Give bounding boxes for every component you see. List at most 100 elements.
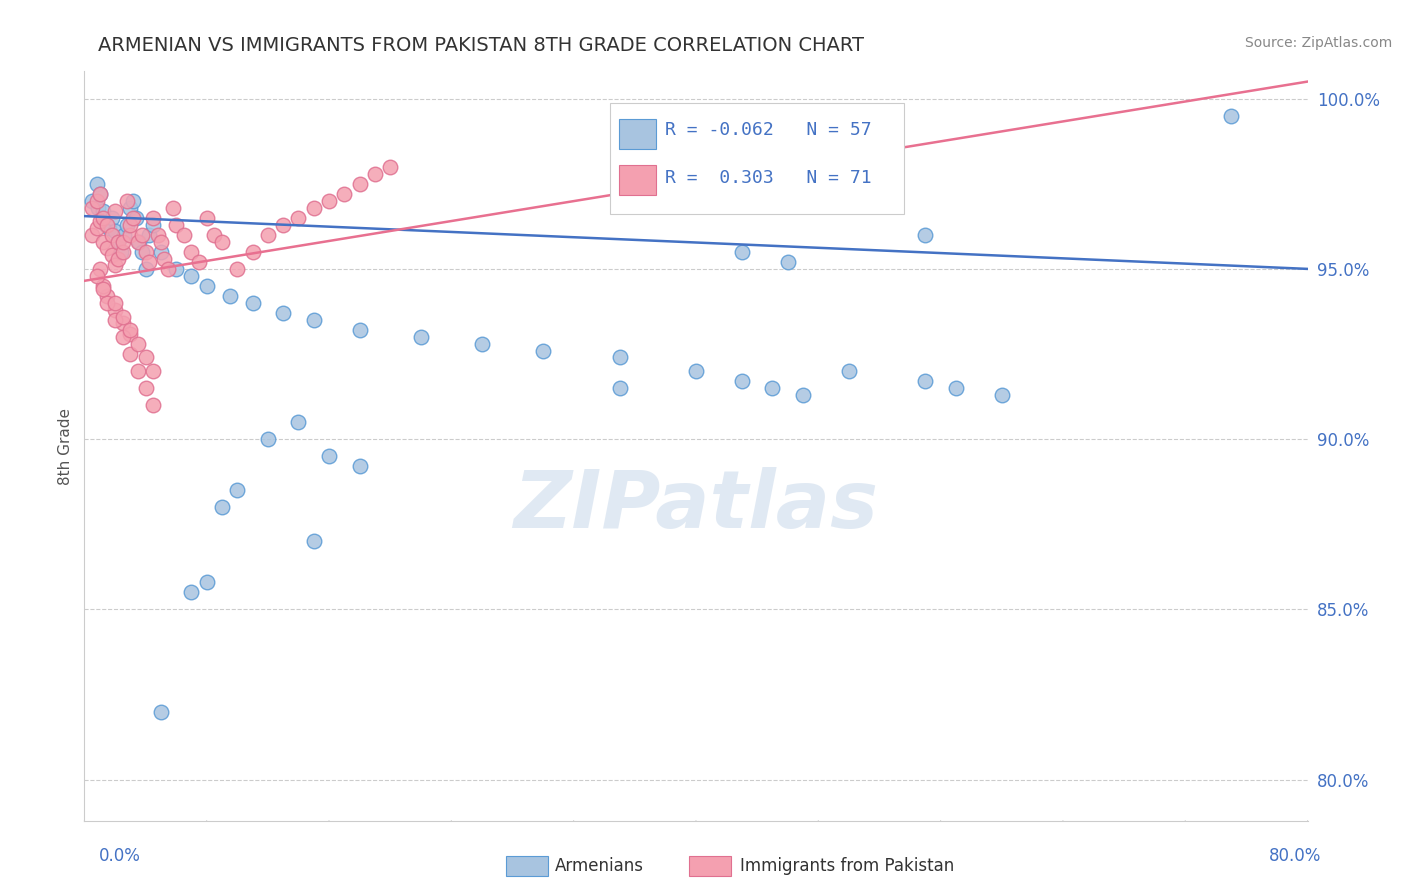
Point — [122, 194, 145, 208]
Point — [89, 186, 111, 201]
Point — [242, 296, 264, 310]
Point — [349, 459, 371, 474]
Point — [149, 705, 172, 719]
Point — [271, 306, 294, 320]
Point — [195, 211, 218, 225]
Point — [318, 194, 340, 208]
Point — [146, 227, 169, 242]
Point — [287, 415, 309, 429]
Point — [157, 261, 180, 276]
Point — [91, 235, 114, 249]
Point — [91, 211, 114, 225]
Point — [211, 235, 233, 249]
Point — [86, 221, 108, 235]
Point — [125, 211, 148, 225]
Point — [218, 289, 240, 303]
Text: ZIPatlas: ZIPatlas — [513, 467, 879, 545]
Text: 0.0%: 0.0% — [98, 847, 141, 865]
Point — [111, 235, 134, 249]
Point — [104, 259, 127, 273]
Point — [776, 255, 799, 269]
Point — [149, 235, 172, 249]
Point — [945, 381, 967, 395]
Point — [318, 449, 340, 463]
Point — [131, 244, 153, 259]
Point — [120, 201, 142, 215]
Point — [131, 227, 153, 242]
Point — [96, 296, 118, 310]
Bar — [610, 103, 904, 214]
Point — [107, 252, 129, 266]
Point — [731, 374, 754, 388]
Point — [731, 244, 754, 259]
Point — [135, 244, 157, 259]
Point — [531, 343, 554, 358]
Point — [91, 282, 114, 296]
Point — [89, 186, 111, 201]
Point — [195, 575, 218, 590]
Point — [349, 177, 371, 191]
Point — [180, 244, 202, 259]
Point — [138, 255, 160, 269]
Point — [226, 261, 249, 276]
Point — [188, 255, 211, 269]
Point — [91, 279, 114, 293]
Point — [104, 204, 127, 219]
Point — [142, 211, 165, 225]
Point — [110, 244, 132, 259]
Point — [153, 252, 176, 266]
Text: R = -0.062   N = 57: R = -0.062 N = 57 — [665, 120, 872, 139]
Point — [471, 336, 494, 351]
Point — [89, 214, 111, 228]
Point — [115, 194, 138, 208]
Point — [211, 500, 233, 515]
Point — [257, 227, 280, 242]
Text: Source: ZipAtlas.com: Source: ZipAtlas.com — [1244, 36, 1392, 50]
Point — [111, 317, 134, 331]
Point — [101, 227, 124, 242]
Point — [142, 398, 165, 412]
Point — [86, 177, 108, 191]
Y-axis label: 8th Grade: 8th Grade — [58, 408, 73, 484]
Point — [107, 235, 129, 249]
Point — [333, 186, 356, 201]
Text: ARMENIAN VS IMMIGRANTS FROM PAKISTAN 8TH GRADE CORRELATION CHART: ARMENIAN VS IMMIGRANTS FROM PAKISTAN 8TH… — [98, 36, 865, 54]
Point — [111, 330, 134, 344]
Point — [89, 261, 111, 276]
Point — [165, 218, 187, 232]
Point — [1220, 109, 1243, 123]
Point — [120, 218, 142, 232]
Point — [96, 289, 118, 303]
Point — [111, 310, 134, 324]
Text: 80.0%: 80.0% — [1270, 847, 1322, 865]
Point — [94, 218, 117, 232]
Point — [226, 483, 249, 498]
Point — [128, 235, 150, 249]
Text: R =  0.303   N = 71: R = 0.303 N = 71 — [665, 169, 872, 186]
Text: Armenians: Armenians — [555, 857, 644, 875]
Point — [115, 218, 138, 232]
Point — [120, 227, 142, 242]
Text: Immigrants from Pakistan: Immigrants from Pakistan — [740, 857, 953, 875]
Point — [349, 323, 371, 337]
Point — [127, 235, 149, 249]
Point — [135, 261, 157, 276]
Point — [271, 218, 294, 232]
Point — [112, 227, 135, 242]
Point — [302, 313, 325, 327]
Point — [138, 227, 160, 242]
Point — [142, 218, 165, 232]
Point — [380, 160, 402, 174]
Point — [120, 323, 142, 337]
Point — [120, 326, 142, 341]
Point — [165, 261, 187, 276]
Point — [127, 364, 149, 378]
Point — [135, 351, 157, 365]
Point — [609, 381, 631, 395]
Point — [302, 201, 325, 215]
Point — [96, 218, 118, 232]
Point — [242, 244, 264, 259]
Point — [122, 211, 145, 225]
Point — [104, 302, 127, 317]
Point — [107, 235, 129, 249]
